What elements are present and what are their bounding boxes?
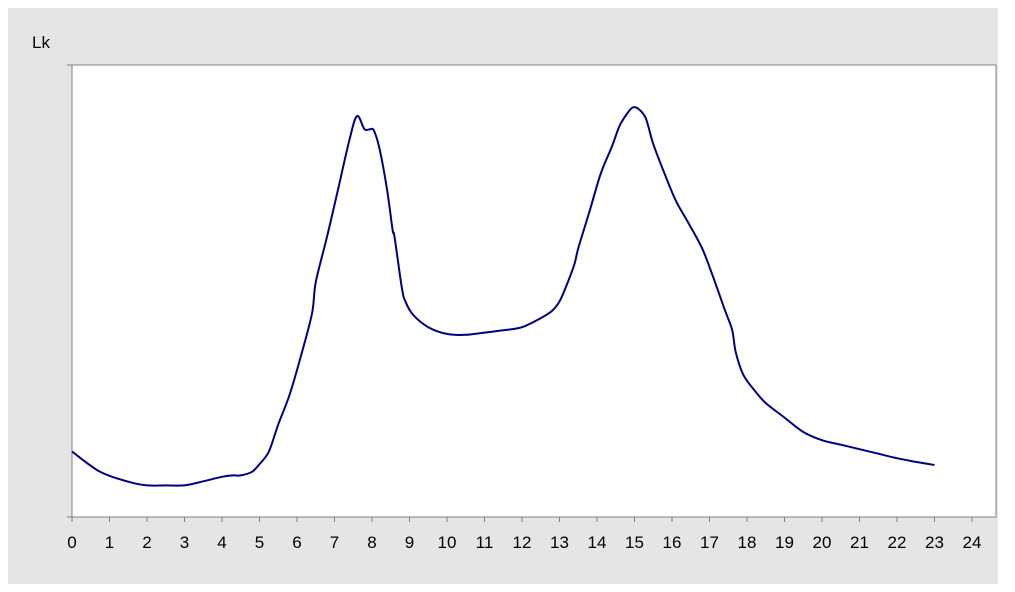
x-tick-label: 14	[588, 533, 607, 552]
x-tick-label: 20	[813, 533, 832, 552]
y-axis-ticks	[67, 64, 72, 518]
x-tick-label: 7	[330, 533, 339, 552]
x-tick-label: 13	[550, 533, 569, 552]
x-tick-label: 2	[142, 533, 151, 552]
plot-area	[71, 64, 997, 518]
x-tick-label: 19	[775, 533, 794, 552]
x-tick-label: 15	[625, 533, 644, 552]
x-tick-label: 21	[850, 533, 869, 552]
x-tick-label: 1	[105, 533, 114, 552]
x-tick-label: 9	[405, 533, 414, 552]
x-tick-label: 5	[255, 533, 264, 552]
x-tick-label: 24	[963, 533, 982, 552]
x-axis-tick-labels: 0 1 2 3 4 5 6 7 8 9 10 11 12 13 14 15 16 17 18 19 20 21 22 23 24	[67, 533, 981, 552]
x-tick-label: 3	[180, 533, 189, 552]
x-tick-label: 16	[663, 533, 682, 552]
x-tick-label: 6	[292, 533, 301, 552]
x-tick-label: 23	[925, 533, 944, 552]
x-tick-label: 18	[738, 533, 757, 552]
line-chart: Lk 0 1 2 3 4 5 6 7 8 9 10 11 12 13 14 15 16 17 18 19 20 21 22 2…	[32, 33, 997, 552]
x-tick-label: 11	[476, 533, 494, 552]
x-axis-ticks	[71, 517, 973, 522]
x-tick-label: 22	[888, 533, 907, 552]
x-tick-label: 12	[513, 533, 532, 552]
x-tick-label: 4	[217, 533, 226, 552]
x-tick-label: 10	[438, 533, 457, 552]
series-line	[71, 106, 935, 487]
series-group	[71, 106, 935, 487]
y-axis-title: Lk	[32, 33, 50, 52]
x-tick-label: 0	[67, 533, 76, 552]
chart-area: Lk 0 1 2 3 4 5 6 7 8 9 10 11 12 13 14 15 16 17 18 19 20 21 22 2…	[8, 8, 998, 584]
x-tick-label: 8	[367, 533, 376, 552]
x-tick-label: 17	[700, 533, 719, 552]
